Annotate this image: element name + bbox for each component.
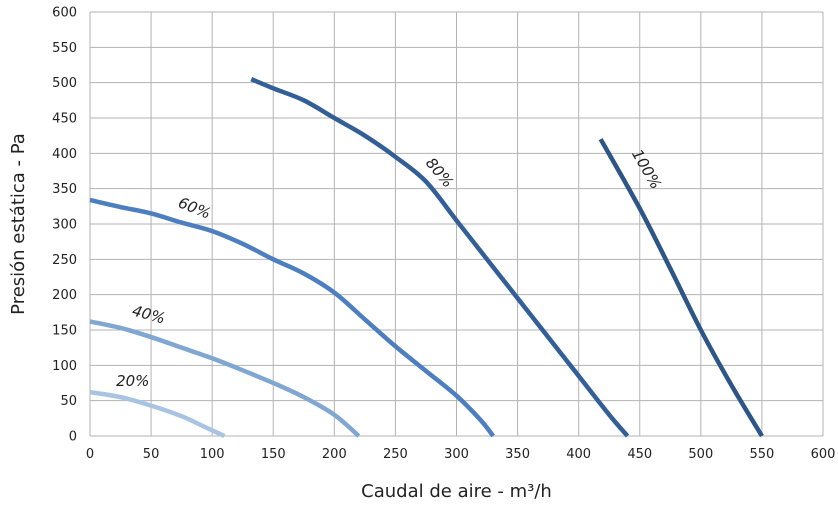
y-tick-label: 600: [52, 6, 77, 21]
y-tick-label: 300: [52, 218, 77, 233]
x-tick-label: 100: [200, 447, 225, 462]
x-tick-label: 250: [383, 447, 408, 462]
series-label-20pct: 20%: [116, 372, 149, 390]
x-tick-label: 400: [566, 447, 591, 462]
x-tick-label: 0: [86, 447, 94, 462]
y-tick-label: 100: [52, 359, 77, 374]
x-tick-label: 350: [505, 447, 530, 462]
series-label-60pct: 60%: [176, 193, 214, 222]
series-line-20pct: [89, 389, 226, 439]
y-tick-label: 350: [52, 182, 77, 197]
x-tick-label: 600: [811, 447, 836, 462]
y-tick-label: 250: [52, 253, 77, 268]
grid: [89, 11, 824, 437]
y-axis-title: Presión estática - Pa: [8, 133, 29, 315]
x-tick-label: 450: [627, 447, 652, 462]
y-tick-label: 550: [52, 41, 77, 56]
y-tick-label: 200: [52, 288, 77, 303]
x-tick-label: 300: [444, 447, 469, 462]
series-line-100pct: [598, 138, 764, 438]
y-tick-label: 150: [52, 324, 77, 339]
y-tick-label: 450: [52, 112, 77, 127]
y-tick-label: 50: [60, 394, 77, 409]
x-tick-label: 550: [750, 447, 775, 462]
y-tick-label: 0: [69, 430, 77, 445]
x-tick-label: 150: [261, 447, 286, 462]
series-line-40pct: [89, 319, 361, 438]
x-tick-label: 200: [322, 447, 347, 462]
series-label-40pct: 40%: [130, 302, 167, 328]
series-line-80pct: [250, 77, 630, 438]
y-tick-label: 400: [52, 147, 77, 162]
y-tick-label: 500: [52, 76, 77, 91]
x-tick-label: 500: [688, 447, 713, 462]
x-axis-title: Caudal de aire - m³/h: [361, 481, 552, 502]
axes: 0 50 100 150 200 250 300 350 400 450 500 550 600 0 50 1…: [52, 6, 835, 463]
series-lines: [89, 77, 764, 439]
series-line-60pct: [89, 197, 495, 438]
x-tick-label: 50: [143, 447, 160, 462]
